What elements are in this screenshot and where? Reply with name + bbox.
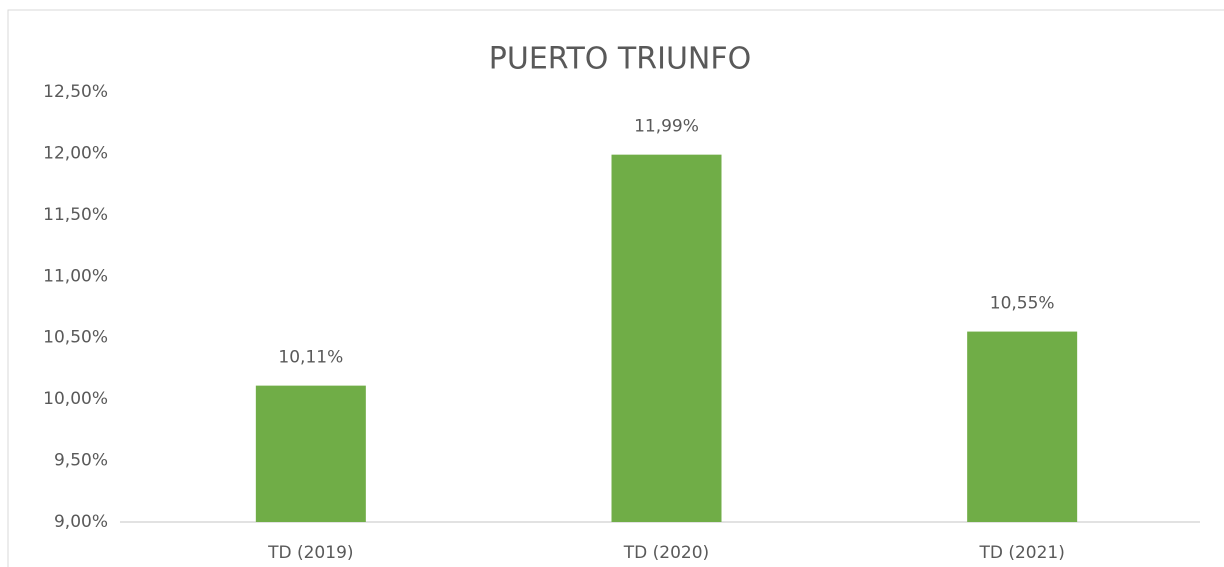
- data-label: 11,99%: [634, 117, 699, 137]
- y-tick-label: 10,50%: [43, 328, 108, 348]
- bar: [255, 385, 366, 522]
- y-tick-label: 11,00%: [43, 266, 108, 286]
- x-tick-label: TD (2021): [978, 543, 1064, 563]
- chart-frame: [7, 9, 1224, 567]
- y-tick-label: 9,00%: [54, 512, 108, 532]
- y-tick-label: 11,50%: [43, 205, 108, 225]
- y-tick-label: 10,00%: [43, 389, 108, 409]
- data-label: 10,55%: [990, 294, 1055, 314]
- y-tick-label: 12,00%: [43, 143, 108, 163]
- chart-title: PUERTO TRIUNFO: [489, 42, 751, 77]
- data-label: 10,11%: [278, 348, 343, 368]
- x-tick-label: TD (2019): [267, 543, 353, 563]
- bar: [611, 154, 722, 522]
- y-tick-label: 12,50%: [43, 82, 108, 102]
- y-tick-label: 9,50%: [54, 451, 108, 471]
- bar: [967, 331, 1078, 522]
- x-tick-label: TD (2020): [623, 543, 709, 563]
